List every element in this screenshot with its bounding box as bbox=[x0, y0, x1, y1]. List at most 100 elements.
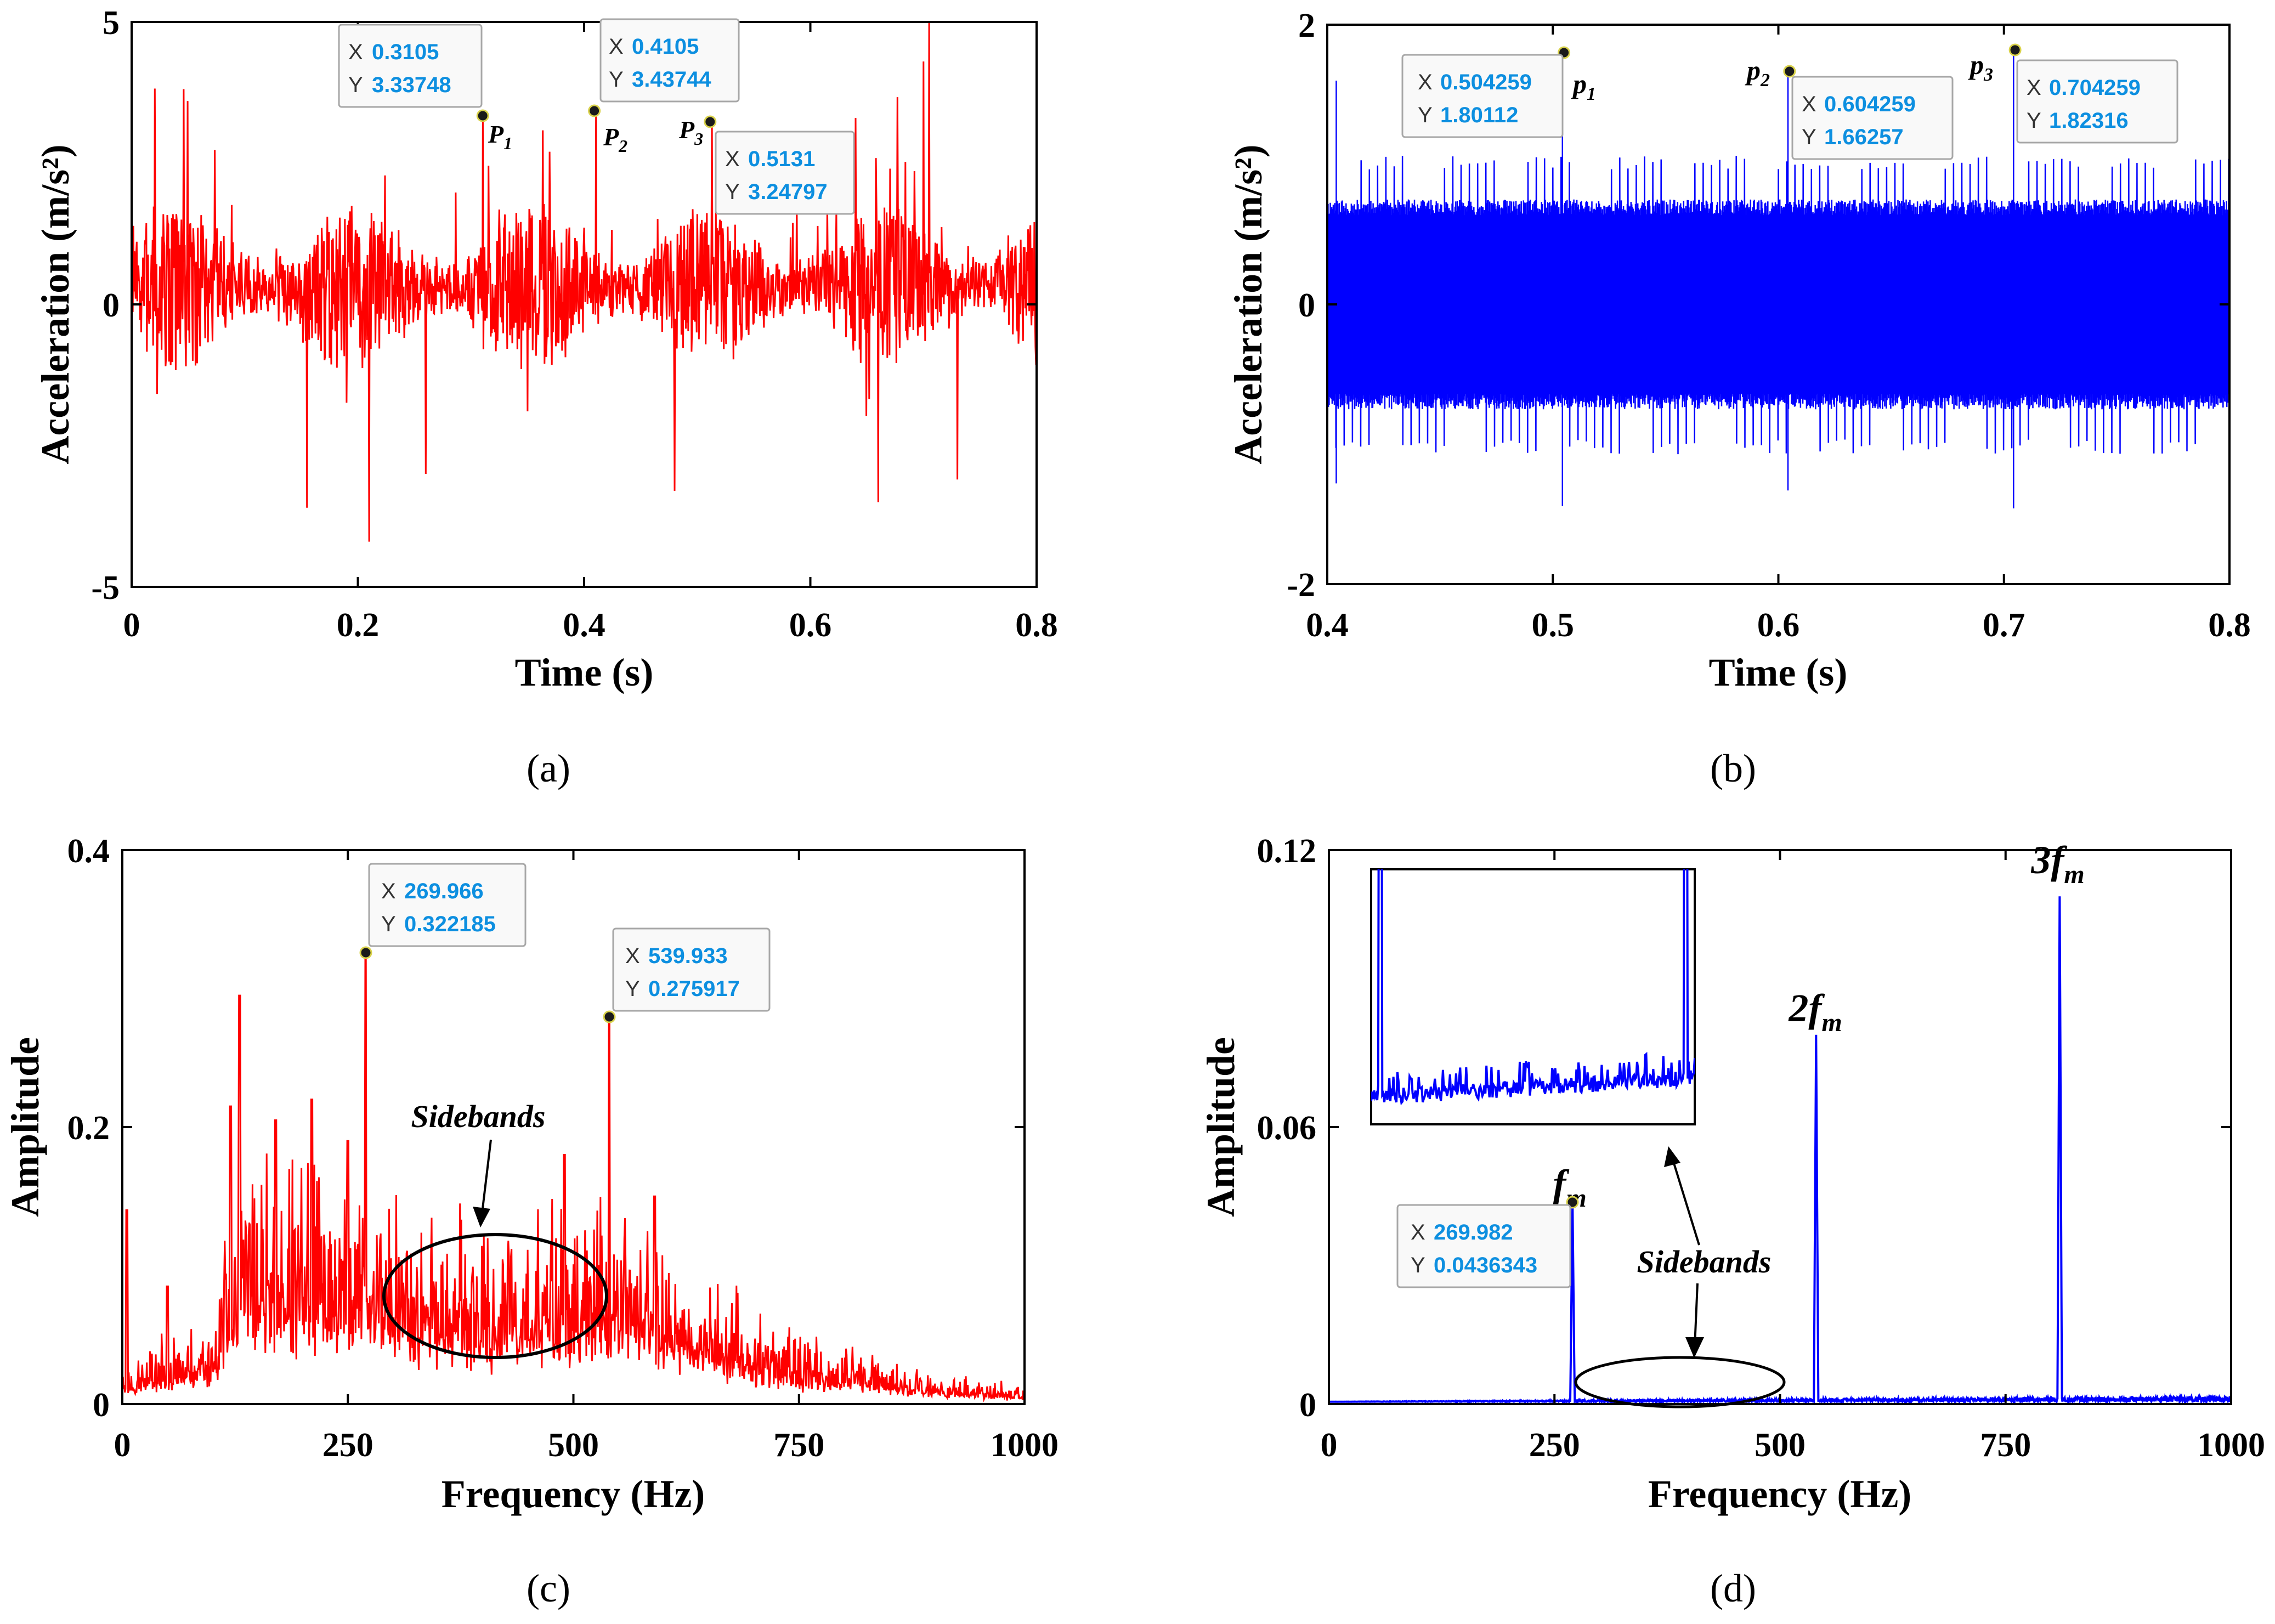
panel-d-ylabel: Amplitude bbox=[1199, 1037, 1243, 1217]
panel-b-marker-p2-xkey: X bbox=[1802, 92, 1816, 116]
panel-b-marker-p1-ykey: Y bbox=[1418, 103, 1433, 127]
panel-b-xtick-4: 0.8 bbox=[2208, 607, 2251, 644]
panel-d-harmonic-3-label: 3fm bbox=[2030, 838, 2084, 889]
panel-a-marker-p3-yval: 3.24797 bbox=[748, 180, 828, 204]
panel-a-marker-p2-datatip[interactable] bbox=[599, 18, 740, 103]
panel-d-sublabel: (d) bbox=[1710, 1566, 1756, 1610]
panel-b-marker-p3-datatip[interactable] bbox=[2016, 59, 2178, 144]
panel-c-marker-1-dot[interactable] bbox=[359, 946, 372, 959]
panel-a: 0 0.2 0.4 0.6 0.8 -5 0 5 Time (s) Accele… bbox=[33, 4, 1058, 790]
panel-a-marker-p3-xkey: X bbox=[725, 147, 740, 171]
panel-a-marker-p1-ykey: Y bbox=[348, 73, 363, 97]
panel-b-marker-p2-dot[interactable] bbox=[1783, 65, 1796, 78]
panel-d-inset-spectrum-line bbox=[1371, 869, 1695, 1106]
panel-b-marker-p3-yval: 1.82316 bbox=[2049, 109, 2129, 133]
panel-a-marker-p3-dot[interactable] bbox=[704, 115, 717, 128]
panel-a-sublabel: (a) bbox=[527, 746, 570, 790]
panel-a-trace bbox=[132, 22, 1037, 542]
panel-b-marker-p2-xval: 0.604259 bbox=[1824, 92, 1916, 116]
panel-b-xtick-2: 0.6 bbox=[1757, 607, 1800, 644]
panel-c-marker-2-dot[interactable] bbox=[603, 1010, 616, 1023]
panel-b-marker-p2-datatip[interactable] bbox=[1791, 76, 1954, 160]
panel-d-ytick-1: 0.06 bbox=[1257, 1110, 1317, 1147]
panel-b-ylabel: Acceleration (m/s²) bbox=[1226, 144, 1270, 464]
panel-d-xlabel: Frequency (Hz) bbox=[1648, 1472, 1912, 1516]
panel-d: 0 250 500 750 1000 0 0.06 0.12 Frequency… bbox=[1199, 833, 2265, 1610]
panel-a-ylabel: Acceleration (m/s²) bbox=[33, 144, 77, 464]
panel-a-marker-p2-ykey: Y bbox=[609, 67, 624, 92]
panel-d-xtick-4: 1000 bbox=[2197, 1427, 2265, 1464]
panel-c-spectrum-line bbox=[122, 957, 1025, 1402]
panel-a-xlabel: Time (s) bbox=[515, 650, 654, 694]
panel-d-marker-1-datatip[interactable] bbox=[1396, 1204, 1571, 1288]
panel-d-inset bbox=[1370, 868, 1696, 1125]
panel-c-xlabel: Frequency (Hz) bbox=[442, 1472, 705, 1516]
panel-c-ticks bbox=[121, 849, 1026, 1405]
panel-b-marker-p3-ykey: Y bbox=[2027, 109, 2041, 133]
panel-c-marker-1-ykey: Y bbox=[381, 912, 396, 936]
panel-b-marker-p3-label: p3 bbox=[1968, 49, 1993, 85]
panel-d-harmonic-3-sub: m bbox=[2064, 860, 2084, 889]
panel-b-trace bbox=[1327, 49, 2229, 508]
panel-d-sidebands-arrow-up bbox=[1671, 1156, 1700, 1246]
panel-d-inset-trace bbox=[1371, 869, 1695, 1106]
panel-a-ytick-2: 5 bbox=[103, 4, 120, 42]
panel-d-marker-1-xkey: X bbox=[1411, 1220, 1425, 1244]
panel-d-sidebands-label: Sidebands bbox=[1637, 1244, 1772, 1280]
panel-b-marker-p3-dot[interactable] bbox=[2008, 43, 2022, 56]
panel-d-marker-1-ykey: Y bbox=[1411, 1253, 1425, 1277]
panel-c-sidebands-label: Sidebands bbox=[411, 1099, 546, 1134]
panel-a-xtick-1: 0.2 bbox=[337, 607, 380, 644]
panel-a-marker-p1-dot[interactable] bbox=[476, 109, 489, 122]
panel-d-harmonic-2-base: 2f bbox=[1788, 986, 1825, 1030]
panel-b-marker-p3-xval: 0.704259 bbox=[2049, 76, 2141, 100]
panel-d-sidebands-arrowhead-down bbox=[1685, 1337, 1704, 1358]
panel-c-ytick-2: 0.4 bbox=[67, 833, 110, 870]
panel-d-harmonic-3-base: 3f bbox=[2030, 838, 2067, 882]
panel-b-ticks bbox=[1326, 24, 2231, 585]
panel-b: 0.4 0.5 0.6 0.7 0.8 -2 0 2 Time (s) Acce… bbox=[1226, 7, 2251, 790]
panel-c-sublabel: (c) bbox=[527, 1566, 570, 1610]
panel-c: 0 250 500 750 1000 0 0.2 0.4 Frequency (… bbox=[3, 833, 1059, 1610]
panel-c-marker-2-datatip[interactable] bbox=[612, 927, 771, 1012]
panel-c-xtick-2: 500 bbox=[548, 1427, 599, 1464]
panel-c-sidebands-arrow bbox=[480, 1139, 492, 1218]
panel-a-marker-p2-dot[interactable] bbox=[588, 104, 601, 117]
panel-d-sidebands-ellipse bbox=[1574, 1356, 1786, 1408]
panel-c-marker-1-xval: 269.966 bbox=[404, 879, 484, 903]
panel-a-marker-p1-datatip[interactable] bbox=[338, 24, 483, 108]
panel-d-sidebands-arrowhead-up bbox=[1664, 1146, 1680, 1167]
panel-b-marker-p3-xkey: X bbox=[2027, 76, 2041, 100]
panel-a-marker-p1-xkey: X bbox=[348, 40, 363, 64]
panel-a-signal-line bbox=[132, 22, 1037, 542]
panel-c-xtick-4: 1000 bbox=[991, 1427, 1059, 1464]
panel-a-marker-p1-yval: 3.33748 bbox=[372, 73, 451, 97]
panel-d-marker-1-xval: 269.982 bbox=[1434, 1220, 1513, 1244]
panel-a-marker-p3-datatip[interactable] bbox=[715, 131, 855, 215]
panel-a-marker-p3-xval: 0.5131 bbox=[748, 147, 815, 171]
panel-b-ytick-0: -2 bbox=[1287, 567, 1315, 604]
panel-d-xtick-0: 0 bbox=[1321, 1427, 1338, 1464]
panel-d-xtick-1: 250 bbox=[1529, 1427, 1580, 1464]
panel-c-ytick-1: 0.2 bbox=[67, 1110, 110, 1147]
panel-a-marker-p3-ykey: Y bbox=[725, 180, 740, 204]
panel-d-ticks bbox=[1328, 849, 2232, 1405]
panel-d-harmonic-2-label: 2fm bbox=[1788, 986, 1842, 1037]
panel-c-sidebands-arrowhead bbox=[473, 1207, 490, 1227]
panel-b-xtick-1: 0.5 bbox=[1532, 607, 1575, 644]
panel-c-marker-2-xkey: X bbox=[625, 944, 640, 968]
panel-b-marker-p2-yval: 1.66257 bbox=[1824, 125, 1904, 149]
panel-d-sidebands-arrow-down bbox=[1694, 1283, 1699, 1347]
panel-a-marker-p2-yval: 3.43744 bbox=[632, 67, 711, 92]
panel-c-marker-2-xval: 539.933 bbox=[648, 944, 728, 968]
panel-b-marker-p1-datatip[interactable] bbox=[1401, 54, 1564, 138]
panel-a-xtick-4: 0.8 bbox=[1015, 607, 1058, 644]
panel-d-ytick-2: 0.12 bbox=[1257, 833, 1317, 870]
panel-c-ytick-0: 0 bbox=[93, 1387, 110, 1424]
panel-b-marker-p1-xval: 0.504259 bbox=[1440, 70, 1532, 94]
panel-c-sidebands-ellipse bbox=[382, 1233, 608, 1359]
panel-c-marker-1-datatip[interactable] bbox=[368, 863, 527, 947]
panel-d-ytick-0: 0 bbox=[1299, 1387, 1316, 1424]
panel-b-ytick-2: 2 bbox=[1298, 7, 1315, 44]
